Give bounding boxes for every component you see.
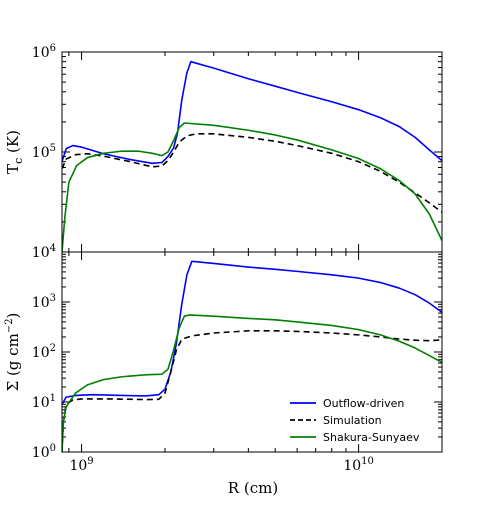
panel-1-frame	[61, 251, 443, 453]
x-tick-label-exp: 10	[361, 456, 374, 467]
panel-1-series	[62, 260, 442, 452]
y-axis-label-sub: c	[12, 158, 25, 164]
panel-0-ticks	[62, 52, 443, 253]
y-tick-label-base: 10	[32, 445, 50, 461]
series-line-shakura-sunyaev	[62, 314, 442, 452]
panel-0-series	[62, 60, 442, 252]
y-tick-label-exp: 6	[50, 43, 56, 54]
y-tick-label-exp: 4	[50, 243, 56, 254]
y-axis-label: Tc (K)	[4, 130, 25, 174]
y-axis-label: Σ (g cm−2)	[4, 313, 22, 392]
y-tick-label-exp: 5	[50, 143, 56, 154]
y-tick-label-exp: 3	[50, 293, 56, 304]
y-tick-label: 103	[32, 293, 56, 311]
y-tick-label: 102	[32, 343, 56, 361]
legend: Outflow-driven Simulation Shakura-Sunyaev	[290, 397, 420, 444]
legend-label: Shakura-Sunyaev	[323, 431, 420, 444]
y-axis-label-unit: (K)	[4, 130, 22, 158]
y-tick-label-base: 10	[32, 45, 50, 61]
y-tick-label: 101	[32, 393, 56, 411]
y-tick-label: 104	[32, 243, 56, 261]
y-tick-label-base: 10	[32, 145, 50, 161]
y-tick-label-exp: 0	[50, 443, 56, 454]
series-line-shakura-sunyaev	[62, 122, 442, 252]
y-tick-label-base: 10	[32, 245, 50, 261]
legend-label: Simulation	[323, 414, 382, 427]
y-tick-label: 105	[32, 143, 56, 161]
x-tick-label: 1010	[343, 456, 374, 474]
series-line-outflow-driven	[62, 60, 442, 165]
panel-1-ticks	[62, 252, 443, 453]
y-tick-label-base: 10	[32, 295, 50, 311]
y-axis-label-exp: −2	[4, 318, 15, 333]
y-axis-label-end: )	[4, 313, 22, 319]
legend-label: Outflow-driven	[323, 397, 404, 410]
series-line-simulation	[62, 133, 442, 213]
y-tick-label-exp: 1	[50, 393, 56, 404]
x-tick-label-base: 10	[69, 458, 87, 474]
series-line-simulation	[62, 330, 442, 452]
y-tick-label: 100	[32, 443, 56, 461]
series-line-outflow-driven	[62, 260, 442, 405]
y-tick-label-base: 10	[32, 395, 50, 411]
x-tick-label: 109	[69, 456, 93, 474]
y-tick-label: 106	[32, 43, 56, 61]
y-axis-label-main: T	[4, 164, 22, 174]
y-tick-label-base: 10	[32, 345, 50, 361]
x-tick-label-base: 10	[343, 458, 361, 474]
y-tick-label-exp: 2	[50, 343, 56, 354]
x-tick-label-exp: 9	[87, 456, 93, 467]
y-axis-label-main: Σ (g cm	[4, 333, 22, 391]
x-axis-label: R (cm)	[228, 479, 278, 497]
